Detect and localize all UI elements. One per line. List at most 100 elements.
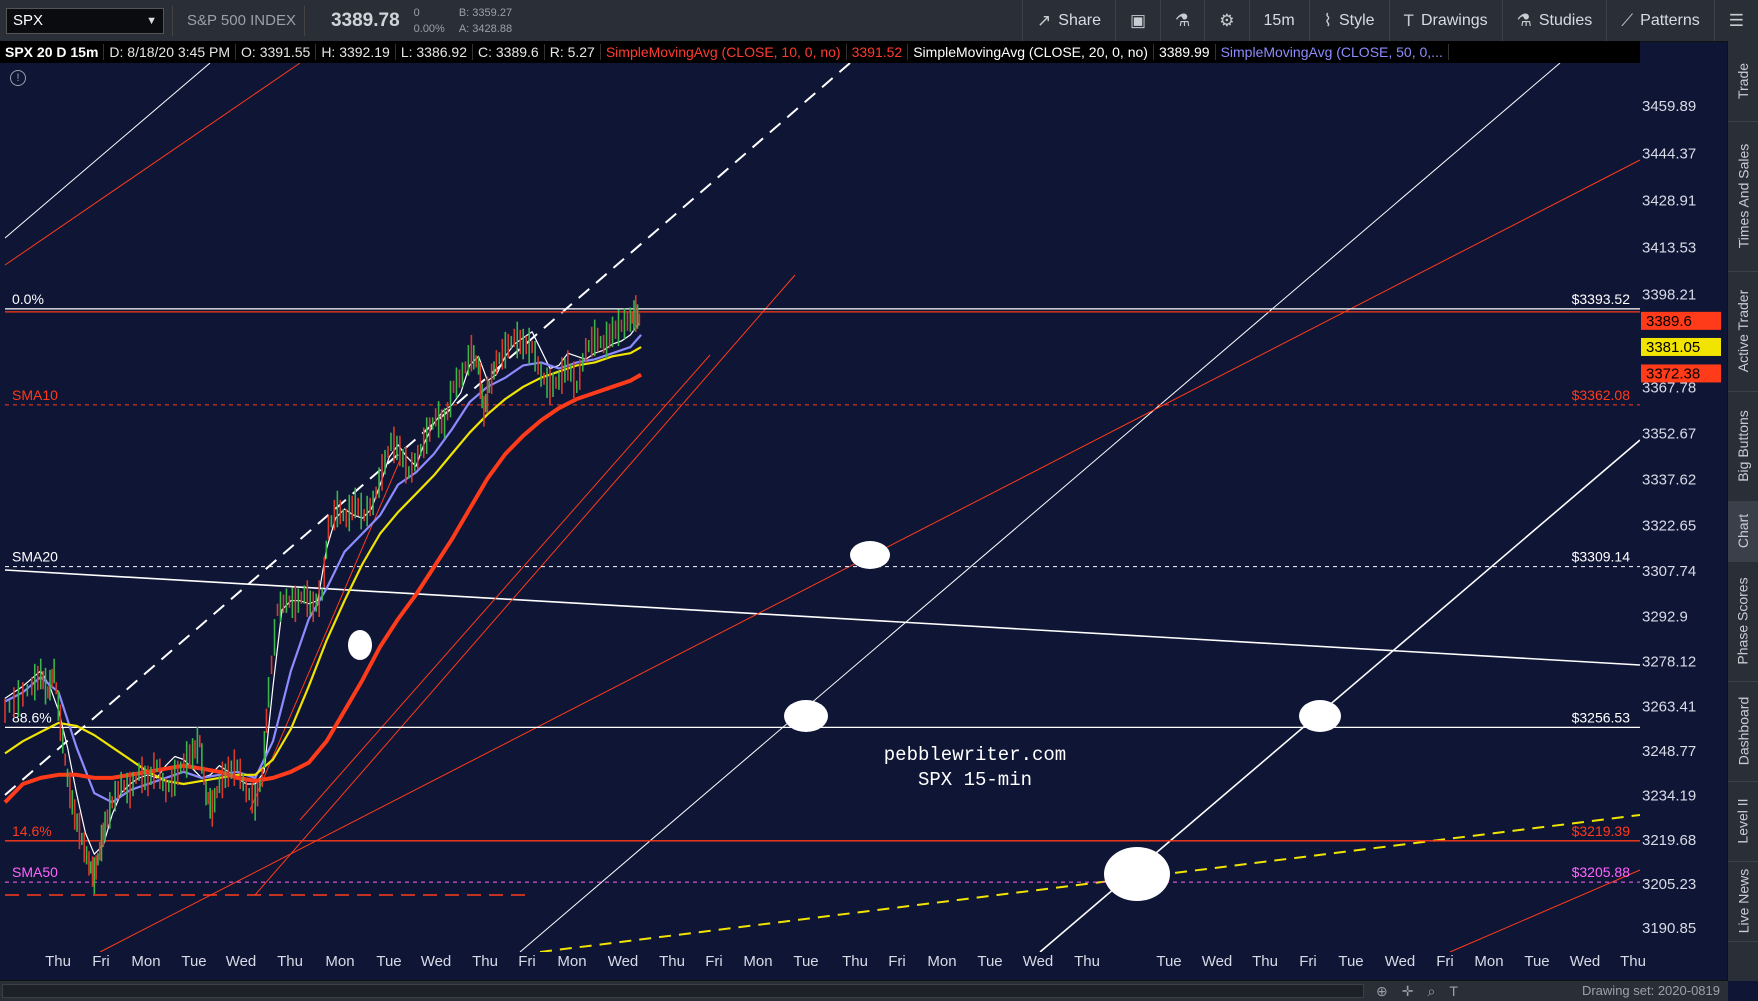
style-button[interactable]: ⌇ Style bbox=[1308, 0, 1389, 41]
highlight-ellipses bbox=[348, 541, 1341, 901]
x-tick-label: Mon bbox=[1474, 953, 1503, 970]
y-tick-label: 3219.68 bbox=[1642, 832, 1696, 849]
drawing-set: Drawing set: 2020-0819 bbox=[1581, 983, 1720, 998]
level-left-label: SMA20 bbox=[12, 549, 58, 565]
horizontal-scrollbar[interactable] bbox=[2, 984, 1364, 998]
rail-tab-active-trader[interactable]: Active Trader bbox=[1728, 271, 1758, 392]
highlight-ellipse bbox=[1299, 700, 1341, 732]
pct-change: 0.00% bbox=[413, 22, 445, 35]
info-sma10-value: 3391.52 bbox=[847, 44, 909, 60]
info-symbol: SPX 20 D 15m bbox=[0, 44, 105, 60]
rail-tab-label: Big Buttons bbox=[1735, 410, 1752, 482]
x-tick-label: Fri bbox=[705, 953, 723, 970]
x-tick-label: Fri bbox=[1299, 953, 1317, 970]
y-tick-label: 3190.85 bbox=[1642, 920, 1696, 937]
y-axis-background bbox=[1640, 63, 1728, 953]
y-tick-label: 3337.62 bbox=[1642, 472, 1696, 489]
bid: B: 3359.27 bbox=[458, 6, 513, 19]
y-tick-label: 3459.89 bbox=[1642, 98, 1696, 115]
y-tick-label: 3398.21 bbox=[1642, 287, 1696, 304]
x-tick-label: Fri bbox=[518, 953, 536, 970]
level-right-label: $3256.53 bbox=[1572, 709, 1631, 725]
highlight-ellipse bbox=[784, 700, 828, 732]
patterns-label: Patterns bbox=[1640, 11, 1700, 29]
y-tick-label: 3413.53 bbox=[1642, 240, 1696, 257]
rail-tab-big-buttons[interactable]: Big Buttons bbox=[1728, 391, 1758, 502]
level-left-label: SMA10 bbox=[12, 387, 58, 403]
level-right-label: $3393.52 bbox=[1572, 291, 1631, 307]
x-tick-label: Thu bbox=[842, 953, 868, 970]
y-tick-label: 3292.9 bbox=[1642, 608, 1688, 625]
highlight-ellipse bbox=[850, 541, 890, 569]
y-tick-label: 3248.77 bbox=[1642, 743, 1696, 760]
rail-tab-phase-scores[interactable]: Phase Scores bbox=[1728, 561, 1758, 682]
crosshair-icon[interactable]: ✛ bbox=[1401, 982, 1414, 999]
studies-button[interactable]: ⚗ Studies bbox=[1501, 0, 1607, 41]
toolbar-actions: ↗ Share ▣ ⚗ ⚙ 15m ⌇ Style T Drawings ⚗ Studi… bbox=[1022, 0, 1758, 41]
rail-tab-live-news[interactable]: Live News bbox=[1728, 861, 1758, 942]
series-line bbox=[3, 372, 643, 804]
chart-tools: ⊕ ✛ ⌕ T bbox=[1376, 983, 1458, 1000]
toolbar-divider bbox=[303, 5, 305, 36]
horizontal-levels: 0.0% $3393.52 SMA10 $3362.08 SMA20 $3309.14 88… bbox=[5, 291, 1640, 883]
x-tick-label: Thu bbox=[1620, 953, 1646, 970]
settings-button[interactable]: ⚙ bbox=[1204, 0, 1248, 41]
timeframe-button[interactable]: 15m bbox=[1248, 0, 1309, 41]
info-sma20: SimpleMovingAvg (CLOSE, 20, 0, no) bbox=[908, 44, 1154, 60]
x-tick-label: Wed bbox=[1202, 953, 1233, 970]
lab-button[interactable]: ⚗ bbox=[1160, 0, 1204, 41]
rail-tab-label: Trade bbox=[1735, 62, 1751, 100]
plot-background bbox=[0, 63, 1640, 953]
rail-tab-chart[interactable]: Chart bbox=[1728, 501, 1758, 562]
x-tick-label: Mon bbox=[325, 953, 354, 970]
snapshot-button[interactable]: ▣ bbox=[1114, 0, 1160, 41]
rail-tab-times-and-sales[interactable]: Times And Sales bbox=[1728, 121, 1758, 272]
trendline bbox=[4, 62, 211, 239]
level-left-label: 88.6% bbox=[12, 709, 52, 725]
info-open: O: 3391.55 bbox=[236, 44, 317, 60]
chart-info-bar: SPX 20 D 15m D: 8/18/20 3:45 PM O: 3391.… bbox=[0, 41, 1640, 63]
zoom-icon[interactable]: ⌕ bbox=[1427, 982, 1436, 999]
flask-icon: ⚗ bbox=[1516, 10, 1532, 30]
text-tool-icon[interactable]: T bbox=[1449, 982, 1458, 999]
x-tick-label: Tue bbox=[977, 953, 1002, 970]
y-tick-label: 3352.67 bbox=[1642, 426, 1696, 443]
y-tick-label: 3322.65 bbox=[1642, 517, 1696, 534]
camera-icon: ▣ bbox=[1129, 10, 1147, 30]
trendline bbox=[299, 354, 711, 821]
y-tick-label: 3307.74 bbox=[1642, 563, 1696, 580]
y-tick-label: 3205.23 bbox=[1642, 876, 1696, 893]
change-box: 0 0.00% bbox=[414, 5, 445, 37]
x-tick-label: Thu bbox=[659, 953, 685, 970]
rail-tab-trade[interactable]: Trade bbox=[1728, 41, 1758, 122]
rail-tab-label: Level II bbox=[1735, 798, 1752, 844]
x-tick-label: Thu bbox=[45, 953, 71, 970]
menu-button[interactable]: ☰ bbox=[1713, 0, 1758, 41]
info-sma10: SimpleMovingAvg (CLOSE, 10, 0, no) bbox=[601, 44, 847, 60]
x-axis: Thu Fri Mon Tue Wed Thu Mon Tue Wed Thu Fri Mon Wed T… bbox=[0, 952, 1728, 981]
rail-tab-dashboard[interactable]: Dashboard bbox=[1728, 681, 1758, 782]
rail-tab-level-ii[interactable]: Level II bbox=[1728, 781, 1758, 862]
status-bar: ⊕ ✛ ⌕ T Drawing set: 2020-0819 bbox=[0, 980, 1728, 1001]
x-tick-label: Mon bbox=[131, 953, 160, 970]
bid-ask: B: 3359.27 A: 3428.88 bbox=[459, 5, 512, 37]
y-tick-label: 3428.91 bbox=[1642, 193, 1696, 210]
info-icon[interactable]: ! bbox=[10, 70, 26, 86]
trendline bbox=[4, 569, 1641, 666]
trendline bbox=[539, 814, 1641, 953]
symbol-selector[interactable]: SPX ▼ bbox=[6, 7, 164, 34]
menu-icon: ☰ bbox=[1728, 10, 1744, 30]
trendline bbox=[254, 274, 796, 896]
level-right-label: $3309.14 bbox=[1572, 549, 1631, 565]
chevron-down-icon[interactable]: ▼ bbox=[146, 14, 157, 27]
share-button[interactable]: ↗ Share bbox=[1022, 0, 1115, 41]
drawings-button[interactable]: T Drawings bbox=[1388, 0, 1502, 41]
y-tick-label: 3234.19 bbox=[1642, 788, 1696, 805]
rail-tab-label: Dashboard bbox=[1735, 696, 1751, 766]
x-tick-label: Wed bbox=[1385, 953, 1416, 970]
patterns-button[interactable]: ⟋ Patterns bbox=[1606, 0, 1714, 41]
pan-icon[interactable]: ⊕ bbox=[1376, 982, 1388, 999]
x-tick-label: Mon bbox=[743, 953, 772, 970]
style-label: Style bbox=[1338, 11, 1375, 29]
